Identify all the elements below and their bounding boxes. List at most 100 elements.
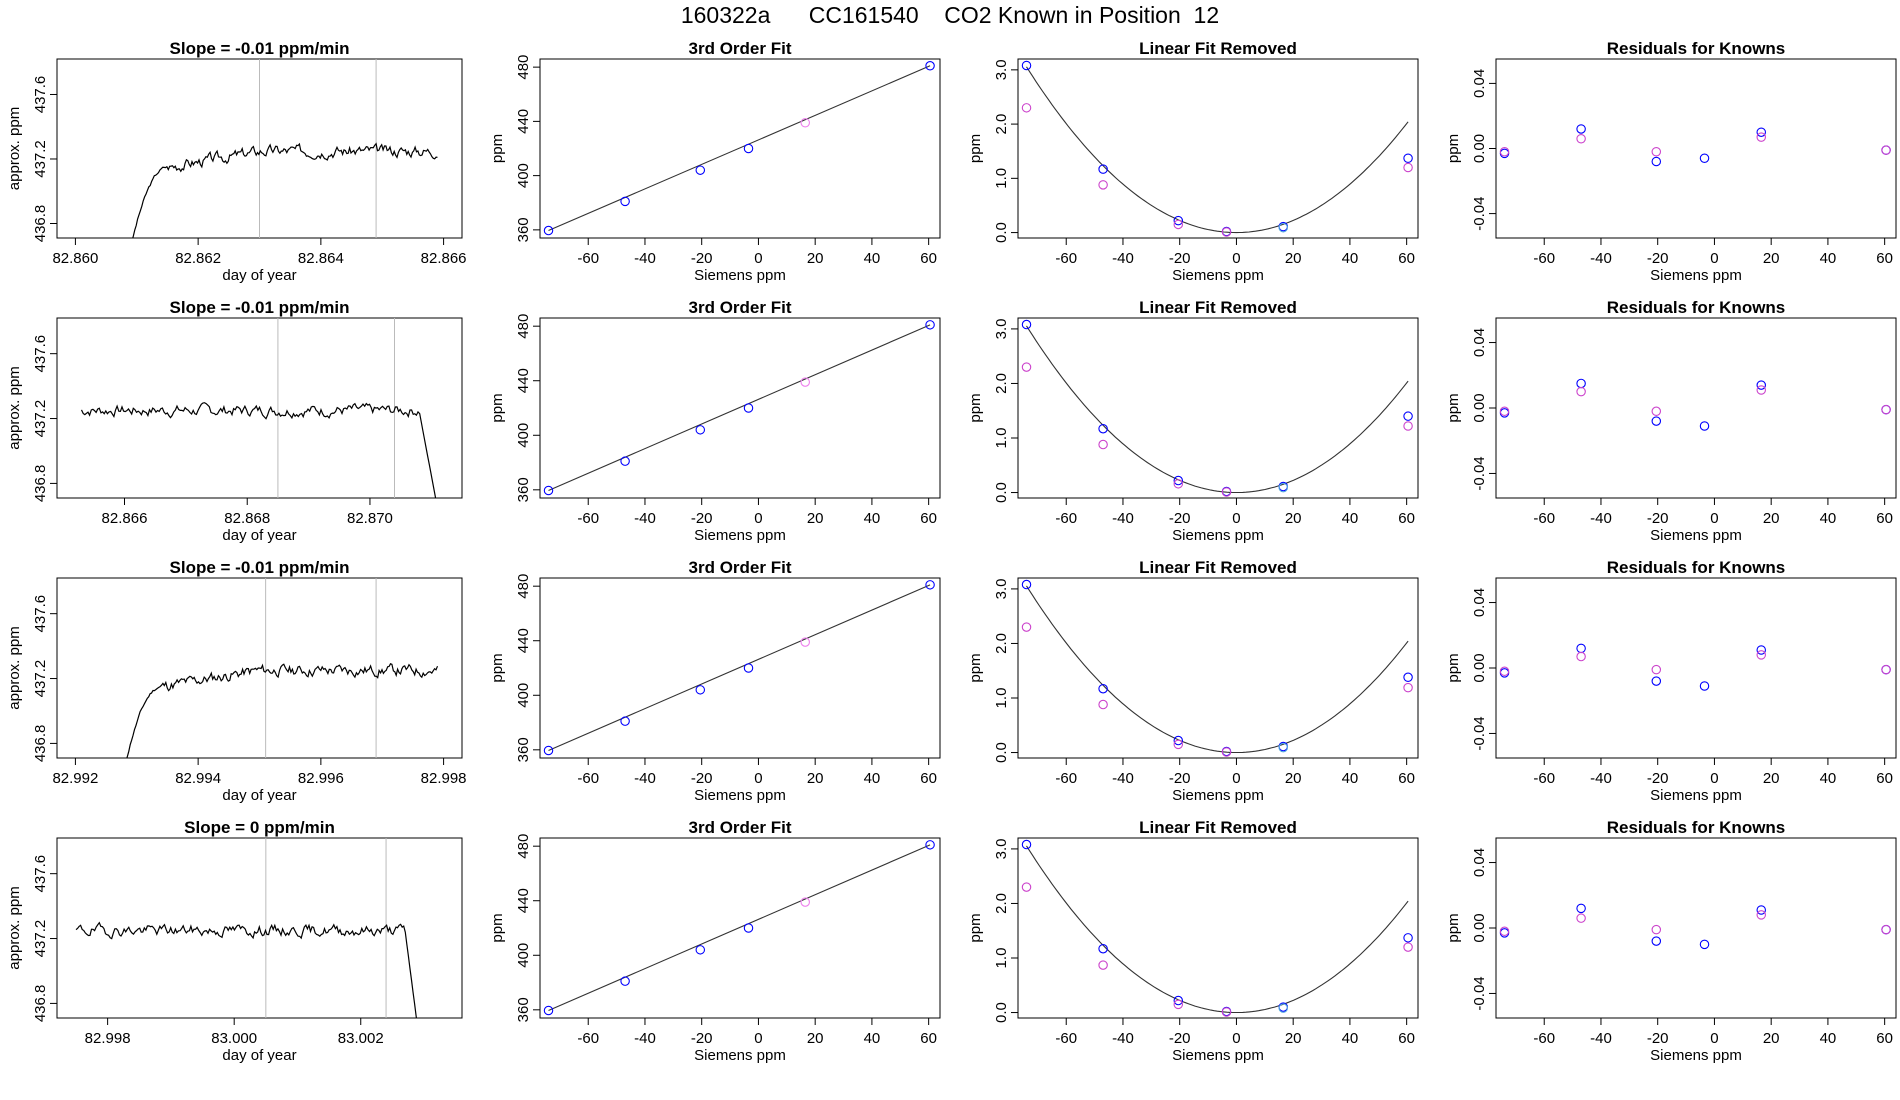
y-tick-label: 2.0 bbox=[993, 893, 1010, 914]
y-axis-label: ppm bbox=[1445, 393, 1462, 422]
x-tick-label: 20 bbox=[1763, 510, 1780, 527]
data-point bbox=[1173, 739, 1184, 750]
x-tick-label: 60 bbox=[920, 510, 937, 527]
y-axis-label: ppm bbox=[967, 393, 984, 422]
data-point bbox=[800, 377, 810, 387]
data-point bbox=[695, 165, 706, 175]
x-tick-label: 20 bbox=[1763, 770, 1780, 787]
panel-r2-residuals: Residuals for Knowns -60 -40 -20 0 20 40 60 -0.0… bbox=[1445, 558, 1897, 804]
data-point bbox=[1756, 127, 1766, 137]
y-tick-label: -0.04 bbox=[1471, 456, 1488, 490]
panel-title: Slope = 0 ppm/min bbox=[184, 818, 335, 837]
x-tick-label: 40 bbox=[1820, 250, 1837, 267]
data-point bbox=[1499, 666, 1510, 677]
data-point bbox=[1021, 622, 1032, 632]
x-tick-label: 40 bbox=[864, 770, 881, 787]
y-tick-label: 0.0 bbox=[993, 482, 1010, 503]
y-tick-label: 2.0 bbox=[993, 633, 1010, 654]
panel-r0-residuals: Residuals for Knowns -60 -40 -20 0 20 40 60 -0.0… bbox=[1445, 39, 1897, 284]
x-tick-label: 82.994 bbox=[175, 770, 221, 787]
y-tick-label: 480 bbox=[515, 314, 532, 339]
data-point bbox=[800, 897, 810, 907]
y-axis-label: ppm bbox=[489, 653, 506, 682]
y-tick-label: 480 bbox=[515, 55, 532, 80]
data-point bbox=[1756, 385, 1766, 395]
y-tick-label: -0.04 bbox=[1471, 976, 1488, 1010]
x-tick-label: 20 bbox=[807, 510, 824, 527]
data-point bbox=[1699, 153, 1710, 164]
y-tick-label: 440 bbox=[515, 888, 532, 913]
x-tick-label: -20 bbox=[691, 770, 713, 787]
x-tick-label: 0 bbox=[1232, 770, 1240, 787]
y-axis-label: ppm bbox=[967, 913, 984, 942]
y-tick-label: 400 bbox=[515, 163, 532, 188]
data-point bbox=[1403, 153, 1413, 164]
x-axis-label: Siemens ppm bbox=[694, 527, 786, 544]
x-tick-label: -60 bbox=[1533, 770, 1555, 787]
plot-area bbox=[1021, 579, 1413, 757]
x-tick-label: 83.002 bbox=[338, 1030, 384, 1047]
y-tick-label: 360 bbox=[515, 477, 532, 502]
plot-frame bbox=[56, 577, 463, 759]
x-tick-label: -20 bbox=[1647, 250, 1669, 267]
x-tick-label: 40 bbox=[1820, 1030, 1837, 1047]
data-point bbox=[1651, 147, 1662, 157]
x-tick-label: 0 bbox=[1710, 250, 1718, 267]
y-tick-label: 437.2 bbox=[32, 660, 49, 698]
plot-area bbox=[543, 320, 935, 496]
plot-area bbox=[543, 580, 935, 756]
x-tick-label: 82.870 bbox=[347, 510, 393, 527]
y-axis-label: ppm bbox=[1445, 134, 1462, 163]
data-point bbox=[1651, 676, 1662, 686]
data-point bbox=[543, 1005, 554, 1016]
panel-r3-residuals: Residuals for Knowns -60 -40 -20 0 20 40 60 -0.0… bbox=[1445, 818, 1897, 1064]
x-axis-label: day of year bbox=[222, 527, 296, 544]
plot-area bbox=[75, 838, 418, 1018]
data-point bbox=[1756, 380, 1766, 390]
x-tick-label: -20 bbox=[691, 250, 713, 267]
concentration-trace bbox=[75, 921, 418, 1018]
plot-area bbox=[1499, 378, 1891, 431]
panel-r0-timeseries: Slope = -0.01 ppm/min 82.860 82.862 82.864 8… bbox=[6, 39, 467, 284]
plot-area bbox=[1021, 839, 1413, 1017]
x-tick-label: -60 bbox=[1533, 1030, 1555, 1047]
quadratic-curve bbox=[1026, 66, 1409, 234]
data-point bbox=[695, 685, 706, 695]
panel-r0-fit: 3rd Order Fit -60 -40 -20 0 20 40 60 360 400 440 48… bbox=[489, 39, 941, 284]
concentration-trace bbox=[80, 402, 437, 498]
panel-r1-timeseries: Slope = -0.01 ppm/min 82.866 82.868 82.870 4… bbox=[6, 298, 463, 544]
plot-area bbox=[1499, 124, 1891, 167]
y-tick-label: 0.04 bbox=[1471, 328, 1488, 357]
x-tick-label: 40 bbox=[864, 250, 881, 267]
x-tick-label: 0 bbox=[754, 510, 762, 527]
y-axis-label: ppm bbox=[489, 913, 506, 942]
x-tick-label: 40 bbox=[864, 510, 881, 527]
panel-r2-linear-removed: Linear Fit Removed -60 -40 -20 0 20 40 60 0.0 1.0… bbox=[967, 558, 1419, 804]
x-tick-label: -20 bbox=[1169, 770, 1191, 787]
y-axis-label: approx. ppm bbox=[6, 886, 23, 969]
x-tick-label: 20 bbox=[1285, 770, 1302, 787]
data-point bbox=[620, 196, 630, 207]
y-tick-label: 436.8 bbox=[32, 205, 49, 243]
x-axis-label: Siemens ppm bbox=[1172, 527, 1264, 544]
y-tick-label: 0.04 bbox=[1471, 69, 1488, 98]
data-point bbox=[1499, 406, 1510, 417]
plot-frame bbox=[539, 837, 941, 1019]
plot-area bbox=[543, 840, 935, 1016]
panel-title: 3rd Order Fit bbox=[689, 558, 792, 577]
y-tick-label: 360 bbox=[515, 217, 532, 242]
data-point bbox=[1881, 145, 1891, 155]
y-axis-label: ppm bbox=[1445, 913, 1462, 942]
plot-frame bbox=[539, 577, 941, 759]
quadratic-curve bbox=[1026, 845, 1409, 1014]
y-tick-label: 0.0 bbox=[993, 742, 1010, 763]
data-point bbox=[1576, 651, 1586, 662]
x-tick-label: -40 bbox=[1590, 250, 1612, 267]
y-tick-label: 3.0 bbox=[993, 59, 1010, 80]
y-tick-label: 440 bbox=[515, 109, 532, 134]
data-point bbox=[1499, 926, 1510, 937]
data-point bbox=[1576, 386, 1586, 397]
data-point bbox=[1098, 699, 1108, 710]
data-point bbox=[1173, 995, 1184, 1006]
